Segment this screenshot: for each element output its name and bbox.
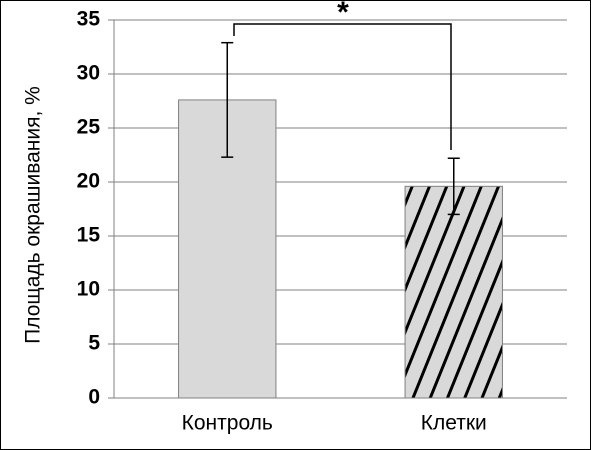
y-tick-label: 10: [77, 278, 100, 301]
bar: [404, 185, 503, 399]
y-tick-label: 20: [77, 170, 100, 193]
y-axis-label: Площадь окрашивания, %: [22, 86, 45, 344]
x-tick-label: Клетки: [421, 412, 487, 435]
annotation: *: [337, 0, 349, 29]
y-tick-label: 5: [88, 332, 100, 355]
y-tick-label: 0: [88, 386, 100, 409]
y-tick-label: 30: [77, 62, 100, 85]
plot: 0 5 10 15 20 25 30 35 Контроль Клетки: [77, 8, 567, 435]
y-tick-label: 25: [77, 116, 101, 139]
significance-bracket: [233, 23, 452, 150]
y-tick-label: 35: [77, 8, 101, 31]
error-bar: [221, 41, 234, 158]
x-tick-label: Контроль: [182, 412, 273, 435]
error-bar: [447, 157, 460, 216]
y-tick-label: 15: [77, 224, 101, 247]
